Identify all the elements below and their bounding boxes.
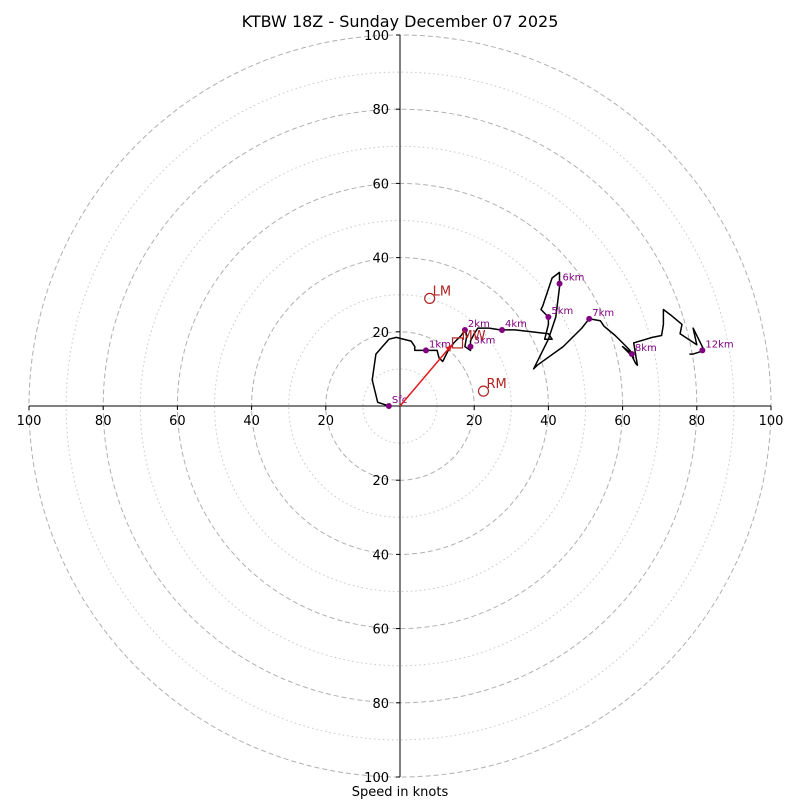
height-markers: Sfc 1km 2km 3km 4km 5km 6km 7km 8km 12km [385, 273, 734, 409]
x-tick-label: 80 [95, 414, 112, 429]
shear-vector-line [399, 344, 453, 407]
x-tick-label: 100 [17, 414, 42, 429]
x-tick-label: 20 [466, 414, 483, 429]
x-tick-label: 40 [540, 414, 557, 429]
right-mover-label: RM [486, 377, 506, 392]
height-marker-8km [628, 351, 635, 358]
hodograph-trace [371, 271, 705, 407]
height-marker-2km [461, 326, 468, 333]
height-marker-4km [499, 326, 506, 333]
height-marker-12km [699, 347, 706, 354]
height-marker-1km [422, 347, 429, 354]
mean-wind-marker [451, 337, 464, 349]
chart-title: KTBW 18Z - Sunday December 07 2025 [242, 12, 559, 31]
y-tick-label: 100 [364, 771, 389, 786]
left-mover-label: LM [433, 284, 451, 299]
height-label-3km: 3km [473, 336, 495, 347]
shear-vector-arrowhead [445, 344, 452, 352]
x-tick-label: 60 [169, 414, 186, 429]
wind-trace-line [371, 271, 705, 407]
height-marker-7km [586, 315, 593, 322]
y-tick-label: 20 [372, 326, 389, 341]
storm-motion: MW LM RM [399, 284, 507, 407]
x-tick-label: 100 [759, 414, 784, 429]
x-tick-label: 40 [243, 414, 260, 429]
x-tick-label: 80 [689, 414, 706, 429]
left-mover-marker [424, 292, 436, 305]
height-marker-6km [556, 280, 563, 287]
height-label-7km: 7km [592, 308, 614, 319]
height-marker-3km [467, 343, 474, 350]
y-tick-label: 60 [372, 623, 389, 638]
y-tick-label: 40 [372, 252, 389, 267]
height-label-4km: 4km [505, 319, 527, 330]
y-tick-label: 80 [372, 103, 389, 118]
height-label-6km: 6km [563, 273, 585, 284]
mean-wind-label: MW [462, 329, 486, 344]
height-label-12km: 12km [705, 339, 733, 350]
height-marker-5km [545, 313, 552, 320]
y-tick-label: 60 [372, 177, 389, 192]
height-label-5km: 5km [551, 306, 573, 317]
tick-labels: 100 80 60 40 20 20 40 60 80 100 100 80 60 40 20 20 40 60 8… [17, 29, 784, 786]
x-tick-label: 20 [318, 414, 335, 429]
y-tick-label: 40 [372, 548, 389, 563]
right-mover-marker [477, 385, 490, 397]
y-tick-label: 20 [372, 474, 389, 489]
height-label-sfc: Sfc [392, 395, 407, 406]
y-tick-label: 80 [372, 697, 389, 712]
height-label-2km: 2km [468, 319, 490, 330]
x-axis-label: Speed in knots [352, 785, 449, 800]
x-tick-label: 60 [614, 414, 631, 429]
height-label-1km: 1km [429, 339, 451, 350]
y-tick-label: 100 [364, 29, 389, 44]
height-marker-sfc [385, 403, 392, 409]
height-label-8km: 8km [635, 343, 657, 354]
